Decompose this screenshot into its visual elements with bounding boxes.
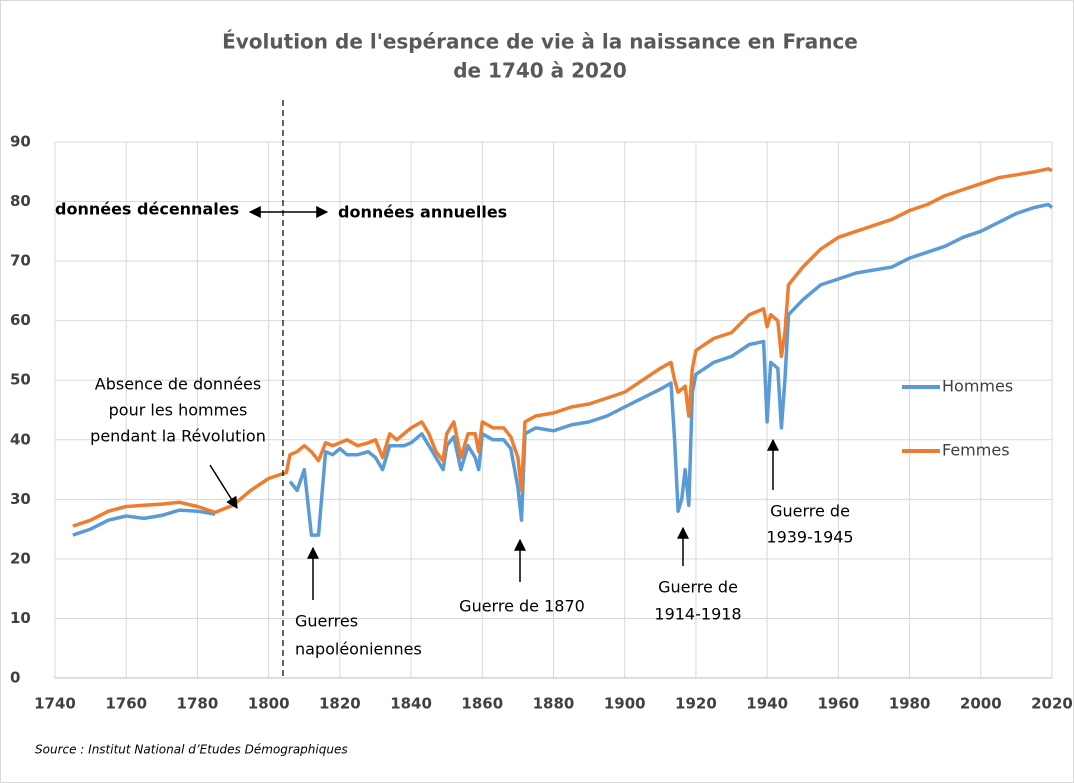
x-tick-label: 1960 bbox=[817, 695, 859, 713]
annotation: pour les hommes bbox=[109, 401, 248, 420]
legend-label: Femmes bbox=[942, 441, 1010, 460]
y-tick-label: 90 bbox=[10, 133, 31, 151]
x-tick-label: 1840 bbox=[390, 695, 432, 713]
y-tick-label: 50 bbox=[10, 371, 31, 389]
x-tick-label: 2000 bbox=[960, 695, 1002, 713]
series-line bbox=[72, 202, 1054, 537]
x-tick-label: 1740 bbox=[34, 695, 76, 713]
y-tick-label: 70 bbox=[10, 252, 31, 270]
annotation: 1939-1945 bbox=[766, 528, 853, 547]
y-tick-label: 60 bbox=[10, 311, 31, 329]
x-tick-label: 1940 bbox=[746, 695, 788, 713]
y-tick-label: 20 bbox=[10, 549, 31, 567]
legend-label: Hommes bbox=[942, 377, 1013, 396]
x-tick-label: 1900 bbox=[604, 695, 646, 713]
annotation: 1914-1918 bbox=[654, 605, 741, 624]
annotation: napoléoniennes bbox=[295, 640, 422, 659]
y-tick-label: 30 bbox=[10, 490, 31, 508]
annotation: Guerre de 1870 bbox=[459, 597, 585, 616]
y-tick-label: 40 bbox=[10, 430, 31, 448]
chart-title: Évolution de l'espérance de vie à la nai… bbox=[222, 30, 858, 54]
y-tick-label: 0 bbox=[10, 669, 20, 687]
annotation: Guerres bbox=[295, 612, 358, 631]
series-line bbox=[72, 167, 1053, 528]
x-tick-label: 1980 bbox=[889, 695, 931, 713]
annotation: Guerre de bbox=[770, 502, 850, 521]
y-tick-label: 80 bbox=[10, 192, 31, 210]
x-tick-label: 1820 bbox=[319, 695, 361, 713]
x-tick-label: 1880 bbox=[533, 695, 575, 713]
x-tick-label: 1760 bbox=[105, 695, 147, 713]
x-tick-label: 2020 bbox=[1031, 695, 1073, 713]
x-tick-label: 1920 bbox=[675, 695, 717, 713]
annotation: données annuelles bbox=[338, 203, 507, 222]
y-tick-label: 10 bbox=[10, 609, 31, 627]
x-tick-label: 1800 bbox=[248, 695, 290, 713]
annotation: Absence de données bbox=[95, 375, 261, 394]
arrow bbox=[209, 464, 238, 510]
x-tick-label: 1860 bbox=[461, 695, 503, 713]
annotation: Guerre de bbox=[658, 578, 738, 597]
annotation: données décennales bbox=[55, 200, 239, 219]
plot: 0 10 20 30 40 50 60 70 80 90 1740 1760 1780 1800 1820 1… bbox=[10, 133, 1073, 713]
source: Source : Institut National d’Etudes Démo… bbox=[35, 743, 348, 757]
x-tick-label: 1780 bbox=[177, 695, 219, 713]
annotation: pendant la Révolution bbox=[90, 427, 266, 446]
chart-title: de 1740 à 2020 bbox=[453, 59, 627, 83]
